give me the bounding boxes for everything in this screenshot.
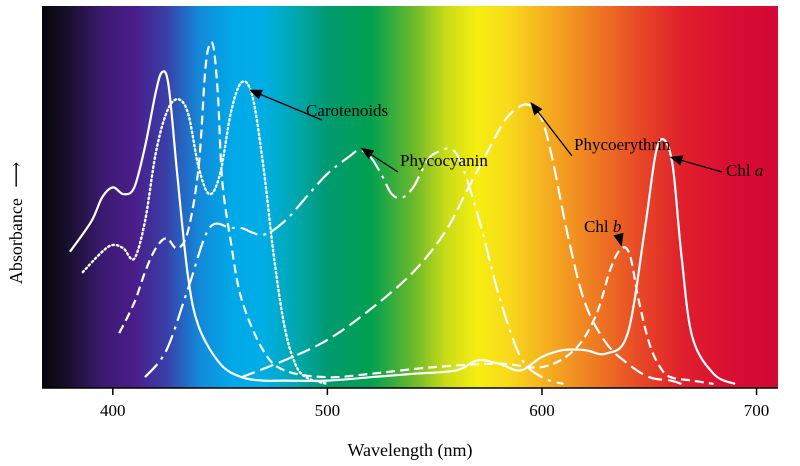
annotation-layer: Carotenoids Phycocyanin Phycoerythrin Chl b… (248, 89, 763, 247)
y-axis-title-group: Absorbance ⟶ (6, 162, 26, 284)
annotation-arrow-phycoerythrin (530, 101, 573, 157)
x-tick-label-500: 500 (315, 401, 341, 420)
y-axis-title: Absorbance ⟶ (6, 162, 26, 284)
annotation-label-phycoerythrin: Phycoerythrin (574, 135, 671, 154)
annotation-label-chl-b: Chl b (584, 217, 621, 236)
x-tick-label-400: 400 (100, 401, 126, 420)
series-line-chl-b (118, 40, 714, 386)
x-tick-layer: 400 500 600 700 (100, 388, 769, 420)
y-axis-arrow-icon: ⟶ (6, 162, 26, 188)
annotation-label-carotenoids: Carotenoids (306, 101, 388, 120)
series-line-carotenoids (81, 80, 329, 386)
spectrum-background (42, 6, 778, 388)
annotation-label-chl-a: Chl a (726, 161, 763, 180)
annotation-arrow-chl-b (613, 232, 624, 247)
series-line-chl-a (69, 70, 736, 386)
y-axis-title-text: Absorbance (6, 198, 26, 284)
series-line-phycoerythrin (241, 103, 682, 386)
annotation-arrow-carotenoids (248, 89, 323, 121)
annotation-label-phycocyanin: Phycocyanin (400, 151, 488, 170)
annotation-arrow-chl-a (669, 155, 723, 173)
annotation-arrow-phycocyanin (360, 147, 399, 173)
x-tick-label-600: 600 (529, 401, 555, 420)
x-axis-title: Wavelength (nm) (347, 440, 472, 461)
x-tick-label-700: 700 (744, 401, 770, 420)
